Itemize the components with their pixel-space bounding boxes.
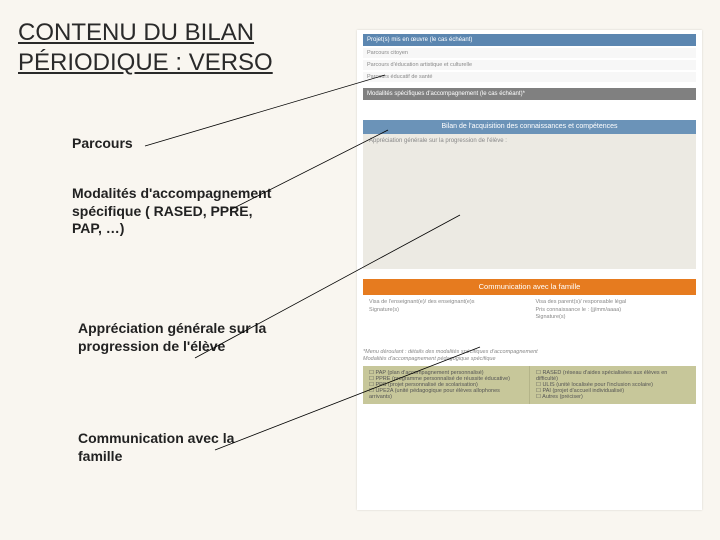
title-line1: CONTENU DU BILAN — [18, 19, 254, 46]
form-appreciation-box: Appréciation générale sur la progression… — [363, 134, 696, 269]
form-signature-row: Visa de l'enseignant(e)/ des enseignant(… — [363, 295, 696, 345]
form-header-communication: Communication avec la famille — [363, 279, 696, 295]
annotation-parcours: Parcours — [72, 135, 133, 153]
callout-line — [145, 75, 385, 146]
form-header-projects: Projet(s) mis en œuvre (le cas échéant) — [363, 34, 696, 46]
sig-right-c: Signature(s) — [536, 314, 691, 322]
title-line2: PÉRIODIQUE : VERSO — [18, 49, 273, 76]
footnote-line2: Modalités d'accompagnement pédagogique s… — [363, 356, 696, 363]
olive-right: ☐ RASED (réseau d'aides spécialisées aux… — [529, 366, 696, 404]
sig-right-b: Pris connaissance le : (jj/mm/aaaa) — [536, 307, 691, 315]
sig-right-a: Visa des parent(s)/ responsable légal — [536, 299, 691, 307]
slide-title: CONTENU DU BILAN PÉRIODIQUE : VERSO — [18, 18, 273, 78]
form-header-bilan: Bilan de l'acquisition des connaissances… — [363, 120, 696, 134]
form-olive-box: ☐ PAP (plan d'accompagnement personnalis… — [363, 366, 696, 404]
olive-left: ☐ PAP (plan d'accompagnement personnalis… — [363, 366, 529, 404]
annotation-modalites: Modalités d'accompagnement spécifique ( … — [72, 185, 272, 238]
sig-left-a: Visa de l'enseignant(e)/ des enseignant(… — [369, 299, 524, 307]
form-signature-right: Visa des parent(s)/ responsable légal Pr… — [530, 295, 697, 345]
footnote-line1: *Menu déroulant : détails des modalités … — [363, 349, 696, 356]
annotation-appreciation: Appréciation générale sur la progression… — [78, 320, 278, 355]
form-row-sante: Parcours éducatif de santé — [363, 72, 696, 82]
sig-left-b: Signature(s) — [369, 307, 524, 315]
form-header-modalites: Modalités spécifiques d'accompagnement (… — [363, 88, 696, 100]
annotation-communication: Communication avec la famille — [78, 430, 278, 465]
form-appreciation-label: Appréciation générale sur la progression… — [369, 138, 507, 144]
form-footnote: *Menu déroulant : détails des modalités … — [363, 349, 696, 363]
form-document: Projet(s) mis en œuvre (le cas échéant) … — [357, 30, 702, 510]
form-row-artistique: Parcours d'éducation artistique et cultu… — [363, 60, 696, 70]
form-signature-left: Visa de l'enseignant(e)/ des enseignant(… — [363, 295, 530, 345]
form-row-citoyen: Parcours citoyen — [363, 48, 696, 58]
